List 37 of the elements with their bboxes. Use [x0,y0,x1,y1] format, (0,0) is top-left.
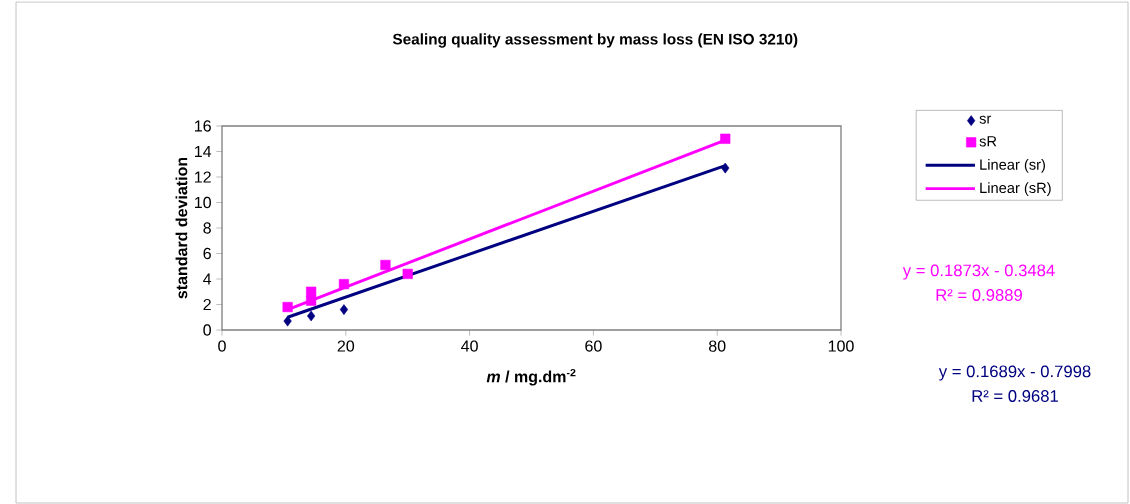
x-tick-label: 100 [828,340,854,352]
legend-label: sr [979,115,992,124]
y-tick-label: 0 [203,324,211,336]
x-tick-label: 60 [585,340,602,352]
x-tick-label: 40 [461,340,478,352]
text: y = 0.1689x - 0.7998 [938,365,1091,381]
point [306,295,317,306]
y-tick-label: 16 [195,120,211,132]
point [282,301,293,313]
y-tick-label: 10 [195,196,211,209]
point [720,133,731,144]
y-tick-label: 2 [203,298,211,311]
point [306,286,317,297]
text: y = 0.1873x - 0.3484 [902,264,1055,280]
point [338,279,350,290]
y-tick-label: 6 [203,247,211,260]
text: R² = 0.9889 [936,289,1022,301]
y-tick-label: 4 [203,273,212,285]
legend-label: Linear (sR) [980,182,1051,196]
y-tick-label: 8 [203,222,211,234]
chart-title: Sealing quality assessment by mass loss (EN ISO 3210) [392,33,798,48]
point [402,268,413,279]
x-tick-label: 0 [218,340,226,352]
point [307,310,316,322]
y-axis-title: standard deviation [175,157,188,299]
text: R² = 0.9681 [972,390,1058,402]
legend-label: Linear (sr) [980,159,1045,173]
y-tick-label: 14 [195,146,212,158]
x-axis-title: m / mg.dm$^{-2}$ [486,368,576,386]
point [339,304,349,315]
legend-label: sR [979,136,997,147]
y-tick-label: 12 [195,171,211,183]
x-tick-label: 20 [337,340,355,352]
x-tick-label: 80 [709,340,726,352]
point [380,259,391,271]
point [721,162,730,174]
point [283,315,292,327]
